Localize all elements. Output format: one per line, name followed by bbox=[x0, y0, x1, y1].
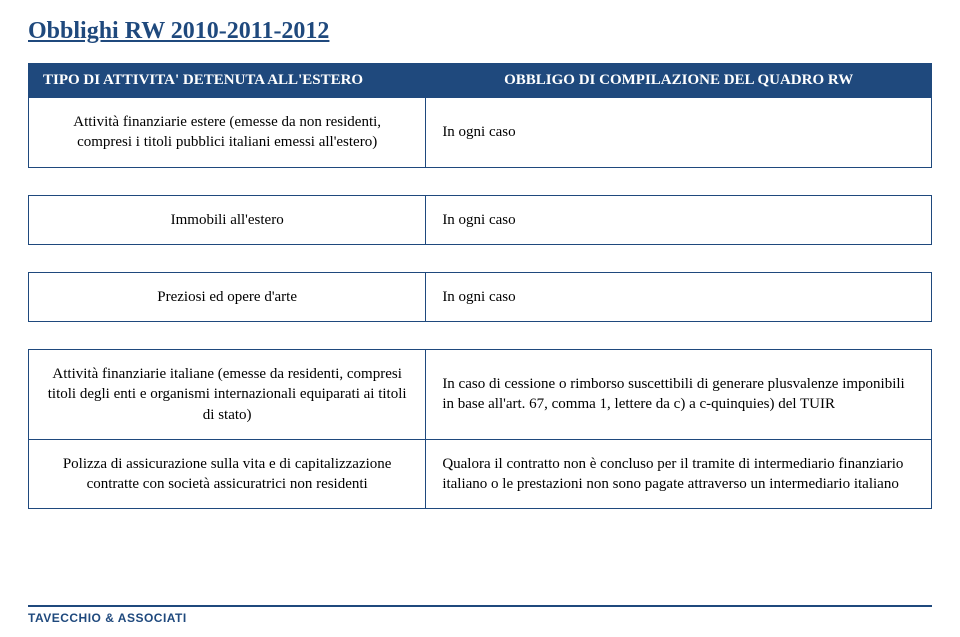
row-gap bbox=[29, 244, 932, 258]
row-gap bbox=[29, 336, 932, 350]
footer-branding: TAVECCHIO & ASSOCIATI bbox=[28, 605, 932, 625]
row-gap bbox=[29, 258, 932, 272]
cell-activity: Attività finanziarie italiane (emesse da… bbox=[29, 350, 426, 440]
cell-obligation: In ogni caso bbox=[426, 195, 932, 244]
table-row: Attività finanziarie estere (emesse da n… bbox=[29, 98, 932, 168]
table-row: Preziosi ed opere d'arte In ogni caso bbox=[29, 272, 932, 321]
cell-obligation: In ogni caso bbox=[426, 98, 932, 168]
obligations-table: TIPO DI ATTIVITA' DETENUTA ALL'ESTERO OB… bbox=[28, 63, 932, 509]
row-gap bbox=[29, 322, 932, 336]
cell-activity: Preziosi ed opere d'arte bbox=[29, 272, 426, 321]
table-row: Attività finanziarie italiane (emesse da… bbox=[29, 350, 932, 440]
cell-activity: Polizza di assicurazione sulla vita e di… bbox=[29, 439, 426, 509]
cell-obligation: In caso di cessione o rimborso suscettib… bbox=[426, 350, 932, 440]
col-header-obligation: OBBLIGO DI COMPILAZIONE DEL QUADRO RW bbox=[426, 64, 932, 98]
table-row: Immobili all'estero In ogni caso bbox=[29, 195, 932, 244]
row-gap bbox=[29, 181, 932, 195]
col-header-activity: TIPO DI ATTIVITA' DETENUTA ALL'ESTERO bbox=[29, 64, 426, 98]
table-row: Polizza di assicurazione sulla vita e di… bbox=[29, 439, 932, 509]
row-gap bbox=[29, 167, 932, 181]
cell-obligation: In ogni caso bbox=[426, 272, 932, 321]
cell-activity: Immobili all'estero bbox=[29, 195, 426, 244]
page-title: Obblighi RW 2010-2011-2012 bbox=[28, 18, 932, 45]
cell-obligation: Qualora il contratto non è concluso per … bbox=[426, 439, 932, 509]
page-container: Obblighi RW 2010-2011-2012 TIPO DI ATTIV… bbox=[0, 0, 960, 637]
cell-activity: Attività finanziarie estere (emesse da n… bbox=[29, 98, 426, 168]
table-header-row: TIPO DI ATTIVITA' DETENUTA ALL'ESTERO OB… bbox=[29, 64, 932, 98]
